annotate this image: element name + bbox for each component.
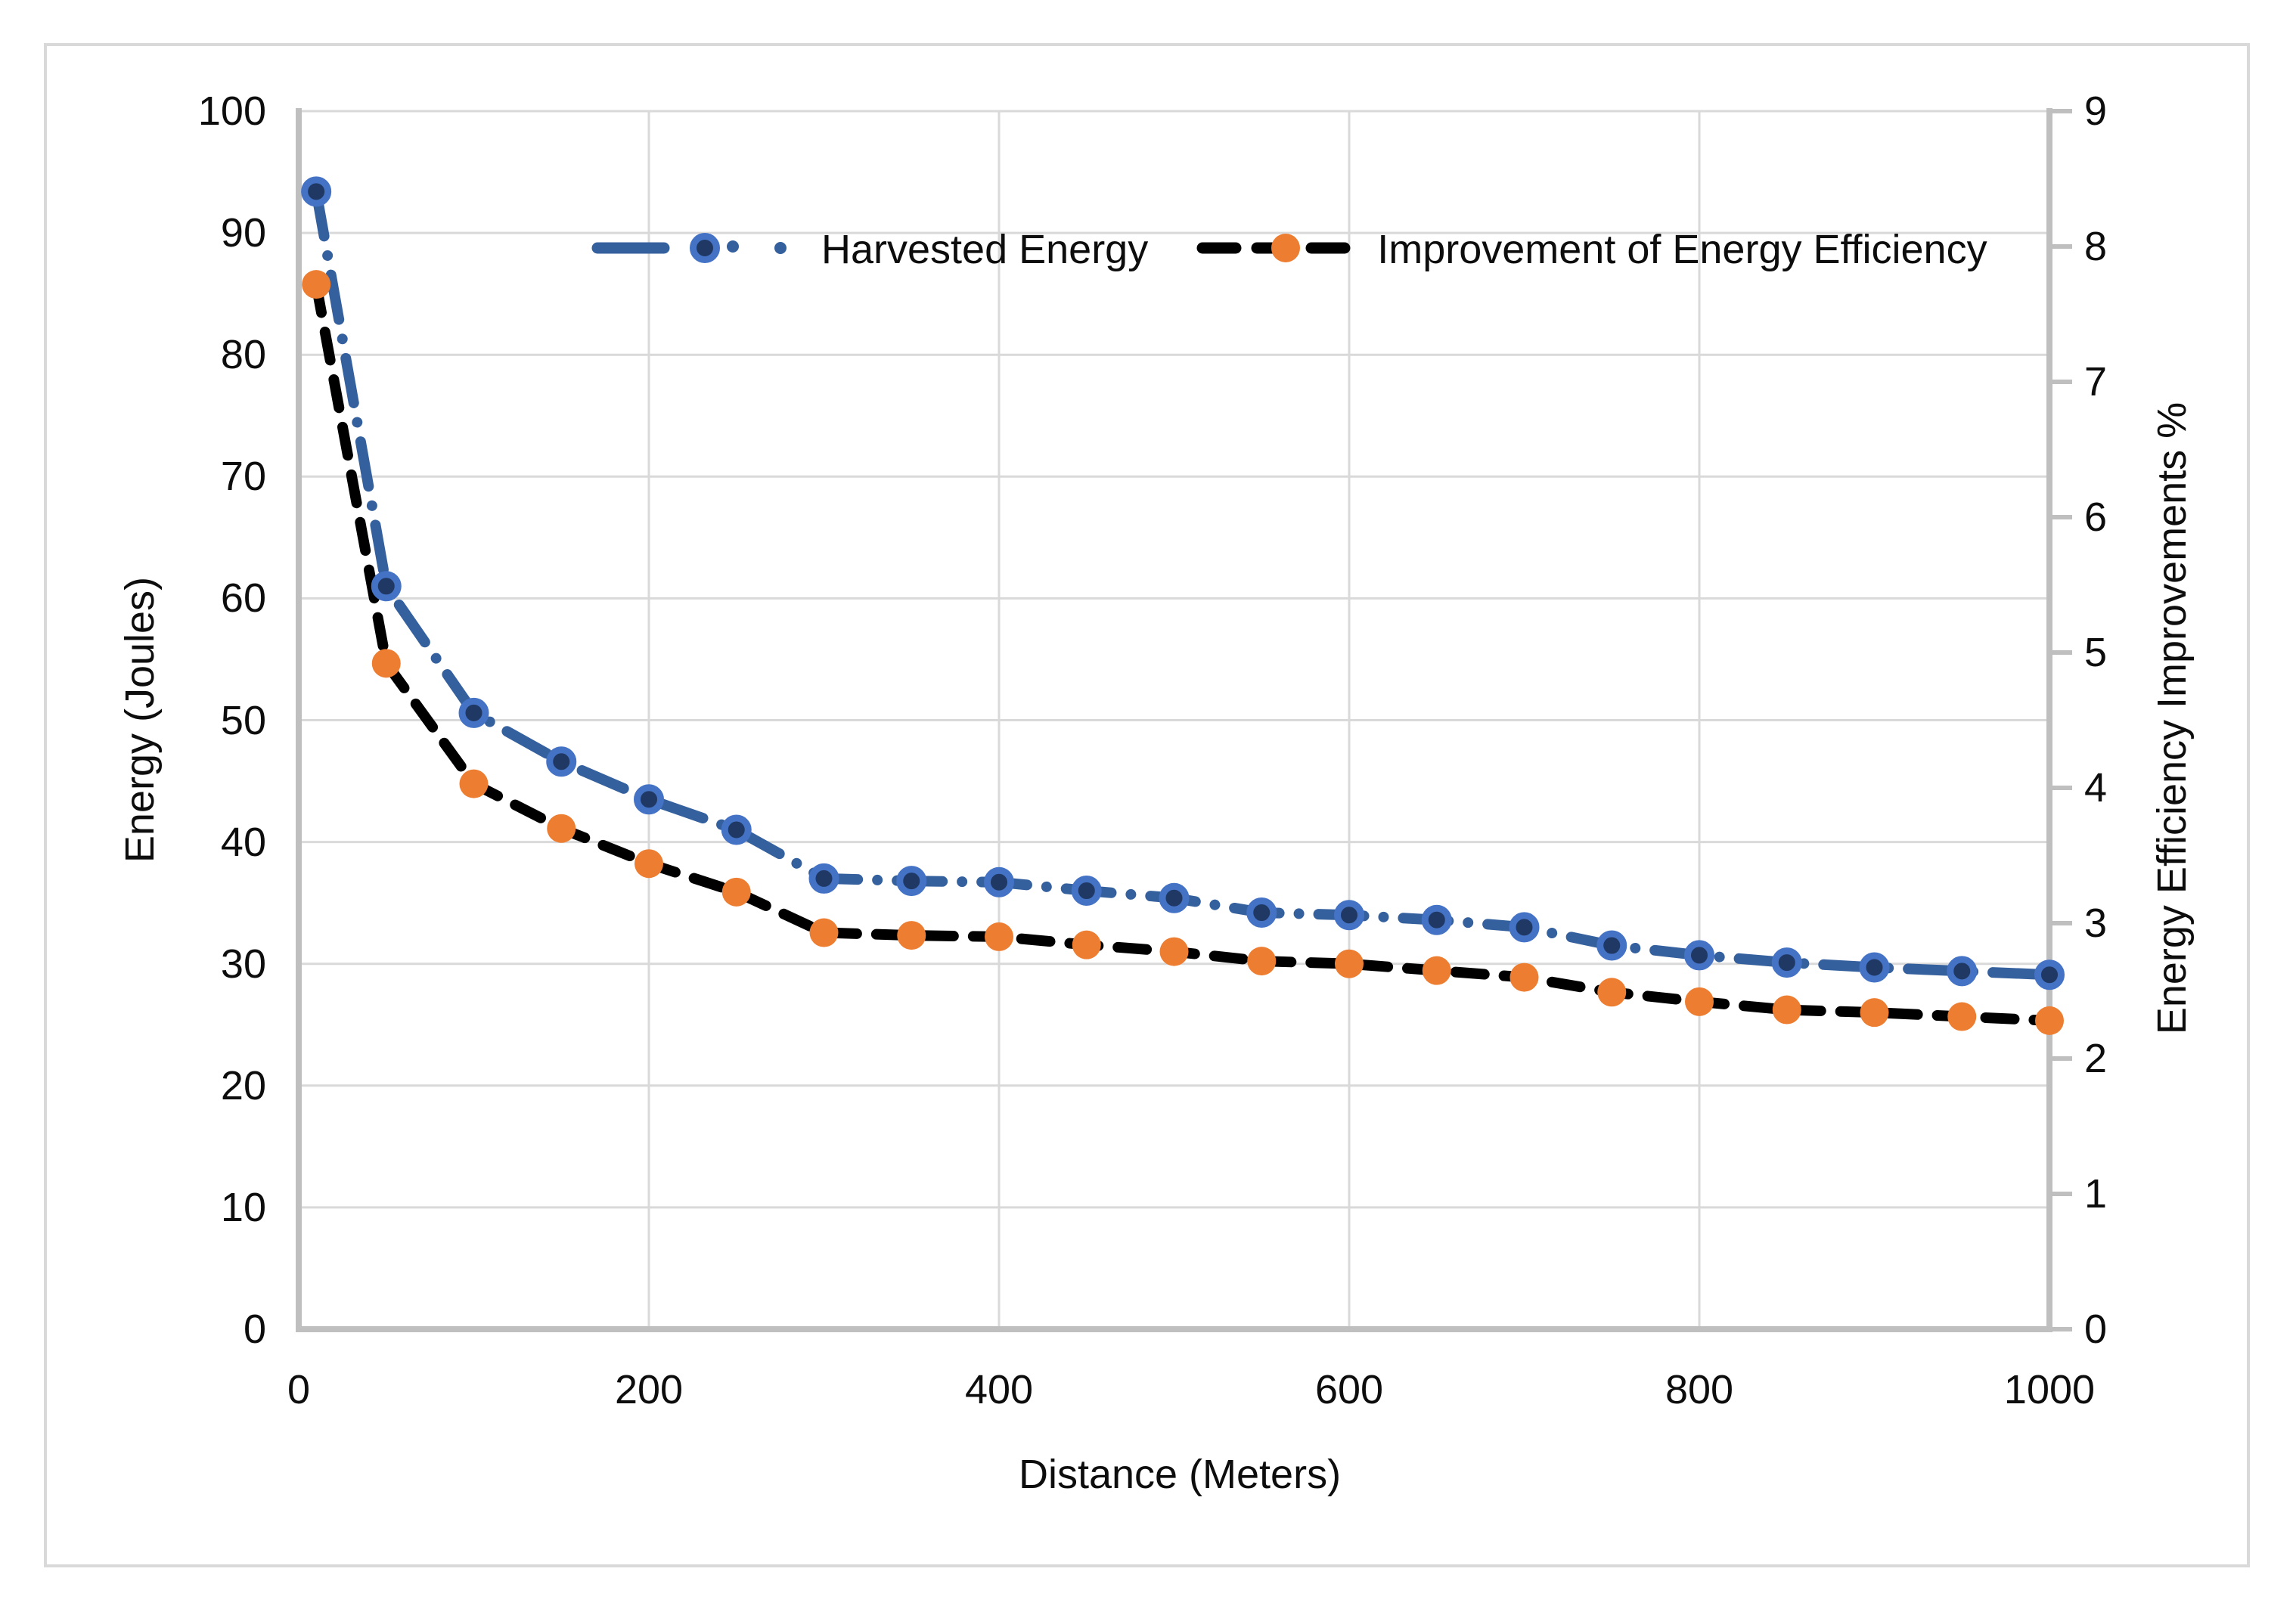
chart-frame	[44, 43, 2250, 1567]
data-point-harvested-energy[interactable]	[1421, 904, 1452, 935]
legend-item-improvement-of-energy-efficiency[interactable]: Improvement of Energy Efficiency	[1196, 222, 1987, 278]
left-axis-tick-label: 80	[220, 332, 266, 378]
left-axis-title: Energy (Joules)	[117, 576, 163, 863]
x-axis-tick-label: 400	[964, 1367, 1034, 1412]
data-point-improvement-of-energy-efficiency[interactable]	[1509, 963, 1539, 992]
data-point-harvested-energy[interactable]	[1771, 947, 1802, 978]
right-axis-tick-label: 4	[2084, 765, 2108, 811]
left-axis-tick-label: 100	[197, 88, 266, 134]
x-axis-tick-label: 800	[1665, 1367, 1734, 1412]
data-point-improvement-of-energy-efficiency[interactable]	[2035, 1006, 2064, 1035]
right-axis-tick-label: 7	[2084, 359, 2108, 405]
data-point-improvement-of-energy-efficiency[interactable]	[985, 922, 1013, 951]
right-axis-tick-label: 2	[2084, 1036, 2108, 1081]
right-axis-tick-label: 1	[2084, 1171, 2108, 1217]
data-point-improvement-of-energy-efficiency[interactable]	[897, 921, 926, 950]
data-point-improvement-of-energy-efficiency[interactable]	[635, 849, 663, 879]
data-point-harvested-energy[interactable]	[2034, 959, 2065, 990]
data-point-improvement-of-energy-efficiency[interactable]	[547, 814, 576, 843]
data-point-harvested-energy[interactable]	[1159, 882, 1190, 913]
data-point-improvement-of-energy-efficiency[interactable]	[1947, 1002, 1977, 1031]
left-axis-tick-label: 70	[220, 454, 266, 500]
data-point-harvested-energy[interactable]	[1509, 912, 1540, 943]
data-point-harvested-energy[interactable]	[458, 697, 489, 728]
left-axis-tick-label: 60	[220, 575, 266, 622]
x-axis-tick-label: 200	[614, 1367, 684, 1412]
data-point-improvement-of-energy-efficiency[interactable]	[809, 918, 839, 947]
data-point-harvested-energy[interactable]	[1596, 930, 1627, 961]
data-point-improvement-of-energy-efficiency[interactable]	[721, 877, 751, 907]
left-axis-tick-label: 10	[220, 1184, 266, 1230]
data-point-improvement-of-energy-efficiency[interactable]	[1335, 949, 1364, 978]
right-axis-tick-label: 0	[2084, 1307, 2108, 1352]
left-axis-tick-label: 50	[220, 697, 266, 743]
left-axis-tick-label: 0	[243, 1307, 266, 1352]
data-point-harvested-energy[interactable]	[1947, 956, 1978, 987]
data-point-harvested-energy[interactable]	[1859, 952, 1890, 983]
data-point-harvested-energy[interactable]	[1684, 940, 1714, 971]
data-point-harvested-energy[interactable]	[984, 866, 1014, 897]
right-axis-tick-label: 3	[2084, 901, 2108, 946]
data-point-improvement-of-energy-efficiency[interactable]	[1072, 930, 1101, 959]
x-axis-tick-label: 0	[287, 1367, 311, 1412]
left-axis-tick-label: 30	[220, 941, 266, 987]
data-point-harvested-energy[interactable]	[1246, 897, 1277, 928]
left-axis-tick-label: 40	[220, 819, 266, 865]
data-point-improvement-of-energy-efficiency[interactable]	[459, 769, 489, 798]
data-point-harvested-energy[interactable]	[546, 746, 577, 777]
x-axis-title: Distance (Meters)	[1018, 1452, 1342, 1497]
legend: Harvested Energy Improvement of Energy E…	[590, 208, 1987, 291]
data-point-harvested-energy[interactable]	[301, 176, 332, 207]
series-line-harvested-energy[interactable]	[311, 186, 2055, 981]
legend-label-harvested-energy: Harvested Energy	[821, 227, 1149, 272]
right-axis-tick-label: 8	[2084, 224, 2108, 269]
data-point-improvement-of-energy-efficiency[interactable]	[302, 270, 331, 299]
data-point-harvested-energy[interactable]	[808, 863, 839, 894]
data-point-improvement-of-energy-efficiency[interactable]	[371, 649, 401, 678]
data-point-harvested-energy[interactable]	[721, 814, 752, 845]
x-axis-tick-label: 1000	[2003, 1367, 2096, 1412]
right-axis-tick-label: 9	[2084, 88, 2108, 134]
left-axis-tick-label: 20	[220, 1062, 266, 1108]
efficiency-line-sample-icon	[1196, 222, 1351, 278]
data-point-improvement-of-energy-efficiency[interactable]	[1860, 998, 1889, 1028]
data-point-improvement-of-energy-efficiency[interactable]	[1685, 987, 1714, 1016]
data-point-improvement-of-energy-efficiency[interactable]	[1422, 956, 1451, 985]
harvested-energy-line-sample-icon	[590, 222, 796, 278]
right-axis-tick-label: 5	[2084, 630, 2108, 675]
data-point-improvement-of-energy-efficiency[interactable]	[1247, 947, 1277, 976]
left-axis-tick-label: 90	[220, 210, 266, 256]
data-point-harvested-energy[interactable]	[371, 571, 402, 602]
legend-label-improvement-of-energy-efficiency: Improvement of Energy Efficiency	[1377, 227, 1987, 272]
data-point-improvement-of-energy-efficiency[interactable]	[1772, 995, 1801, 1025]
data-point-harvested-energy[interactable]	[1334, 900, 1364, 931]
right-axis-tick-label: 6	[2084, 494, 2108, 540]
right-axis-title: Energy Efficiency Improvements %	[2149, 401, 2195, 1035]
legend-item-harvested-energy[interactable]: Harvested Energy	[590, 222, 1148, 278]
data-point-improvement-of-energy-efficiency[interactable]	[1159, 937, 1189, 966]
data-point-harvested-energy[interactable]	[896, 866, 927, 897]
data-point-harvested-energy[interactable]	[634, 784, 664, 815]
x-axis-tick-label: 600	[1314, 1367, 1384, 1412]
data-point-harvested-energy[interactable]	[1071, 876, 1102, 907]
data-point-improvement-of-energy-efficiency[interactable]	[1597, 978, 1627, 1007]
